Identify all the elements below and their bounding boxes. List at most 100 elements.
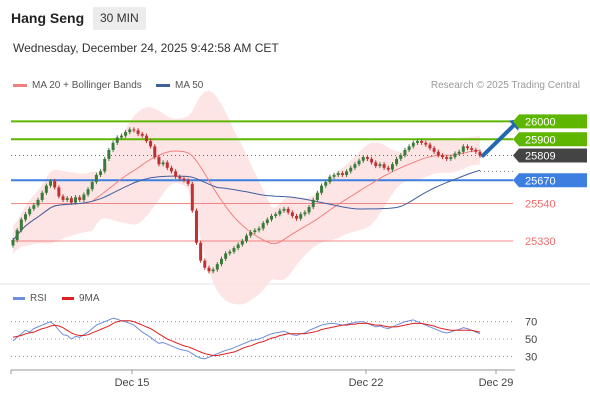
candle-body	[420, 141, 424, 143]
candle	[336, 171, 340, 178]
candle-body	[424, 142, 428, 145]
forecast-arrow-shaft	[481, 121, 518, 158]
level-label-25809: 25809	[513, 148, 587, 163]
candle	[69, 195, 73, 205]
candle-body	[445, 157, 449, 159]
candle	[49, 179, 53, 188]
legend-rsi-ma-label: 9MA	[79, 293, 100, 304]
candle	[194, 208, 198, 245]
candle-body	[432, 148, 436, 152]
rsi-ma-line	[12, 320, 481, 356]
candle-body	[69, 198, 73, 203]
chart-header: Hang Seng 30 MIN	[0, 0, 590, 35]
candle-body	[82, 194, 86, 200]
x-tick-label-1: Dec 22	[349, 377, 384, 389]
candle	[274, 212, 278, 219]
candle	[86, 187, 90, 197]
candle-body	[194, 210, 198, 243]
level-tag-text: 26000	[525, 116, 556, 128]
candle	[365, 154, 369, 162]
legend-swatch-rsi	[13, 296, 25, 300]
candle	[174, 169, 178, 179]
candle	[386, 165, 390, 172]
candle	[328, 174, 332, 185]
candle-body	[78, 197, 82, 200]
candle	[290, 210, 294, 219]
candle	[307, 204, 311, 215]
candle-body	[228, 251, 232, 254]
candle-body	[36, 199, 40, 206]
interval-button[interactable]: 30 MIN	[93, 7, 146, 30]
timestamp: Wednesday, December 24, 2025 9:42:58 AM …	[13, 41, 279, 55]
credit-text: Research © 2025 Trading Central	[430, 80, 580, 91]
candle	[99, 169, 103, 178]
candle-body	[257, 228, 261, 231]
candle-body	[395, 158, 399, 165]
candle	[282, 206, 286, 213]
candle-body	[61, 196, 65, 200]
candle-body	[245, 235, 248, 241]
candle-body	[436, 151, 440, 156]
candle-body	[365, 157, 369, 159]
candle	[357, 158, 361, 167]
rsi-level-label-50: 50	[525, 334, 537, 346]
candle-body	[190, 183, 194, 211]
level-label-25900: 25900	[513, 132, 587, 147]
candle-body	[74, 197, 78, 203]
candle-body	[199, 242, 203, 261]
candle-body	[328, 176, 332, 183]
candle	[340, 171, 344, 178]
symbol-title: Hang Seng	[11, 10, 85, 26]
candle-body	[478, 151, 482, 156]
candle	[65, 195, 69, 203]
level-tag-text: 25330	[525, 236, 556, 248]
candle	[124, 129, 128, 138]
level-tag-text: 25670	[525, 175, 556, 187]
candle	[253, 228, 257, 235]
x-tick-label-0: Dec 15	[115, 377, 150, 389]
candle	[424, 140, 428, 147]
candle	[53, 179, 57, 190]
candle	[382, 162, 386, 170]
candle	[36, 197, 40, 208]
candle-body	[315, 192, 319, 200]
level-tag-bg	[513, 173, 587, 188]
candle	[182, 176, 186, 183]
candle-body	[124, 132, 128, 136]
candle-body	[465, 146, 469, 149]
candle-body	[345, 171, 349, 175]
candle	[61, 194, 65, 203]
candle-body	[295, 215, 299, 219]
candle	[140, 131, 144, 138]
candle	[149, 138, 153, 149]
candle-body	[303, 212, 307, 215]
candle	[478, 149, 482, 158]
candle	[236, 242, 240, 251]
candle	[245, 233, 248, 244]
candle	[207, 265, 211, 274]
candle	[190, 181, 194, 213]
candle-body	[224, 253, 228, 259]
candle-body	[65, 198, 69, 200]
candle	[428, 142, 432, 151]
candle-body	[278, 210, 282, 215]
rsi-line	[12, 317, 481, 360]
candle	[474, 147, 478, 154]
candle-body	[336, 173, 340, 175]
candle	[299, 212, 303, 221]
candle-body	[103, 158, 107, 172]
candle	[265, 217, 269, 226]
candle	[28, 206, 32, 217]
legend-rsi-label: RSI	[30, 293, 47, 304]
candle-body	[15, 230, 19, 241]
candle	[465, 144, 469, 151]
candle	[232, 245, 236, 254]
candle	[249, 229, 253, 238]
candle-body	[157, 157, 161, 165]
candle	[440, 153, 444, 160]
candle	[19, 217, 23, 233]
candle-body	[461, 146, 465, 152]
candle	[457, 149, 461, 156]
candle	[186, 178, 190, 187]
